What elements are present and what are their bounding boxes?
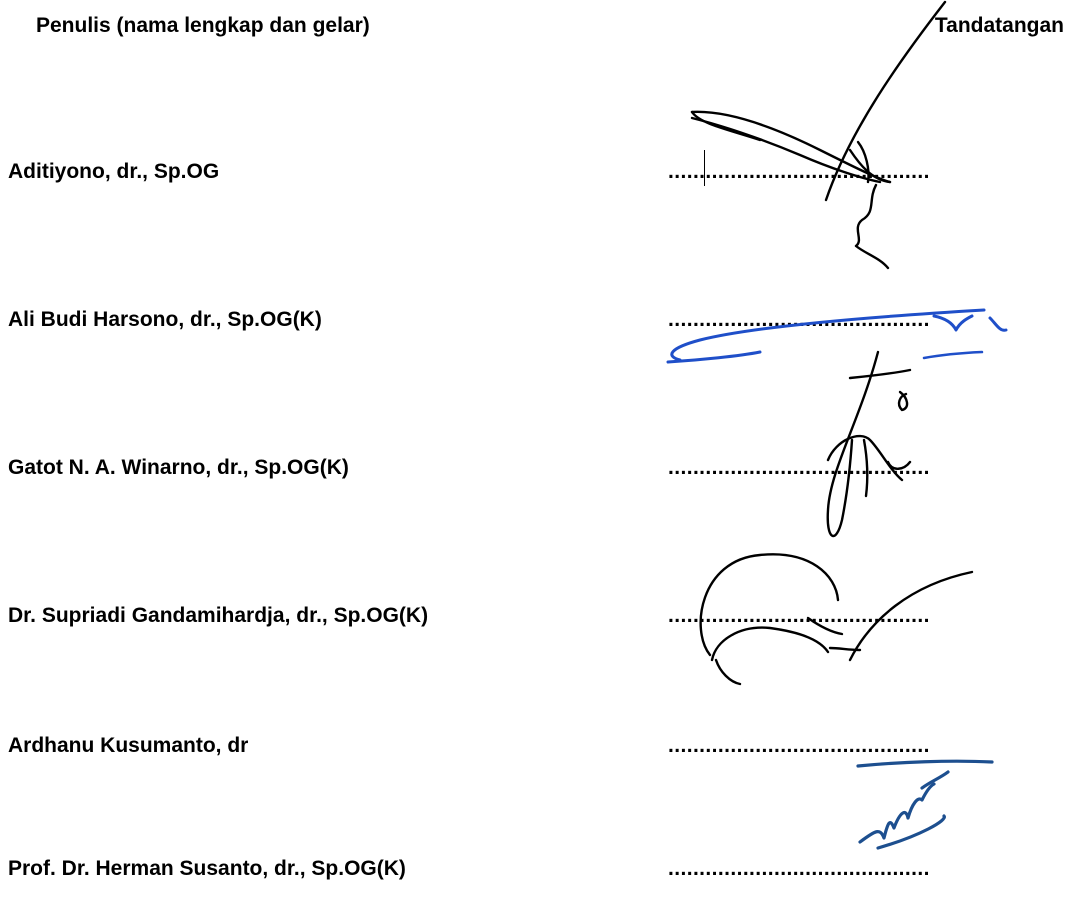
author-row: Ardhanu Kusumanto, dr ..................… xyxy=(0,734,1070,764)
signature-gatot-winarno xyxy=(826,350,912,538)
author-column-header: Penulis (nama lengkap dan gelar) xyxy=(36,14,370,37)
author-row: Dr. Supriadi Gandamihardja, dr., Sp.OG(K… xyxy=(0,604,1070,634)
signature-line: ........................................… xyxy=(668,734,930,757)
signature-aditiyono xyxy=(690,0,947,270)
author-row: Aditiyono, dr., Sp.OG ..................… xyxy=(0,160,1070,190)
signature-line: ........................................… xyxy=(668,308,930,331)
author-name: Ardhanu Kusumanto, dr xyxy=(8,734,249,757)
author-name: Dr. Supriadi Gandamihardja, dr., Sp.OG(K… xyxy=(8,604,429,627)
signature-line: ........................................… xyxy=(668,456,930,479)
author-name: Ali Budi Harsono, dr., Sp.OG(K) xyxy=(8,308,322,331)
signature-line: ........................................… xyxy=(668,857,930,880)
signature-herman-susanto xyxy=(856,759,994,850)
author-name: Gatot N. A. Winarno, dr., Sp.OG(K) xyxy=(8,456,349,479)
text-cursor xyxy=(704,150,705,186)
author-row: Prof. Dr. Herman Susanto, dr., Sp.OG(K) … xyxy=(0,857,1070,887)
author-name: Aditiyono, dr., Sp.OG xyxy=(8,160,220,183)
signature-column-header: Tandatangan xyxy=(934,14,1064,37)
author-name: Prof. Dr. Herman Susanto, dr., Sp.OG(K) xyxy=(8,857,406,880)
author-row: Gatot N. A. Winarno, dr., Sp.OG(K) .....… xyxy=(0,456,1070,486)
author-row: Ali Budi Harsono, dr., Sp.OG(K) ........… xyxy=(0,308,1070,338)
signature-line: ........................................… xyxy=(668,160,930,183)
signature-line: ........................................… xyxy=(668,604,930,627)
